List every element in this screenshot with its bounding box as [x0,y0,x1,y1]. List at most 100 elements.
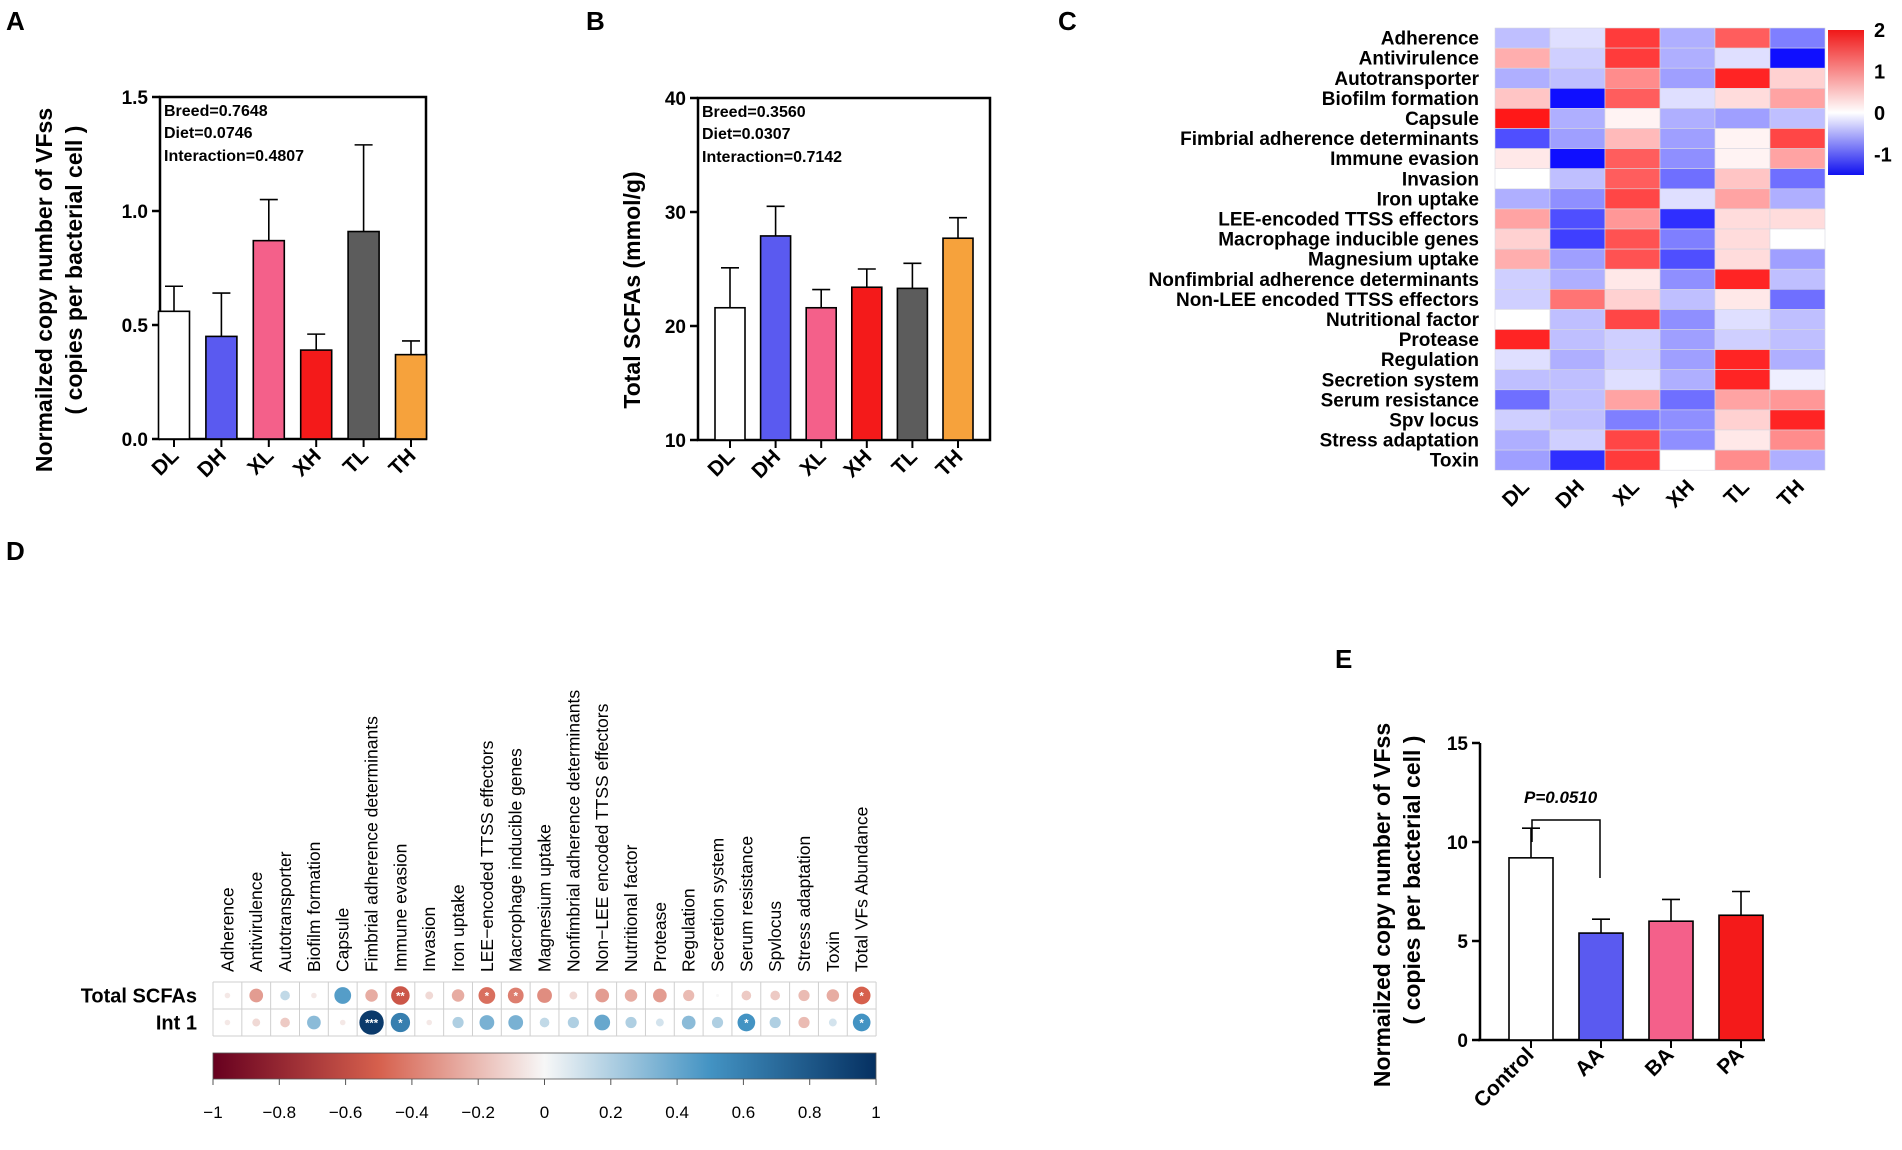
heatmap-cell [1714,67,1771,89]
correlation-circle [479,1015,495,1030]
heatmap-cell [1494,248,1551,270]
colorbar-tick-label: 0 [1874,103,1885,125]
correlation-circle [769,1016,781,1029]
heatmap-cell [1604,228,1661,250]
y-tick-label: 1.5 [122,88,149,109]
heatmap-cell [1769,148,1826,170]
heatmap-row-label: Macrophage inducible genes [1218,230,1479,251]
panel-e-categories: Control AA BA PA [1469,1043,1748,1112]
correlation-circle [537,988,552,1003]
correlation-circle [737,1013,756,1032]
category-label: DL [703,445,739,481]
heatmap-cell [1714,389,1771,411]
panel-b-plot-frame [696,96,992,442]
correlation-column-label: Autotransporter [275,851,295,972]
heatmap-row-label: Biofilm formation [1322,89,1479,110]
colorbar-tick-label: 0.6 [732,1103,756,1122]
panel-a-annotation: Breed=0.7648 [164,103,268,120]
correlation-column-label: Protease [650,902,670,972]
heatmap-cell [1549,369,1606,391]
heatmap-row-label: Toxin [1430,451,1479,472]
heatmap-cell [1494,108,1551,129]
y-tick-label: 40 [665,89,686,110]
heatmap-row-label: Non-LEE encoded TTSS effectors [1176,290,1479,311]
panel-c: C AdherenceAntivirulenceAutotransporterB… [1058,6,1892,513]
heatmap-cell [1549,409,1606,431]
heatmap-cell [1604,148,1661,170]
heatmap-cell [1714,108,1771,129]
correlation-column-label: Total VFs Abundance [852,807,872,972]
significance-stars: ** [396,991,405,1003]
heatmap-column-label: TH [1773,475,1809,511]
heatmap-cell [1714,329,1771,350]
heatmap-cell [1549,148,1606,170]
panel-c-label: C [1058,6,1077,36]
heatmap-cell [1659,228,1716,250]
correlation-circle [508,1015,524,1030]
heatmap-cell [1769,128,1826,149]
heatmap-cell [1769,389,1826,411]
panel-e-bars [1508,827,1764,1048]
heatmap-cell [1549,309,1606,330]
colorbar-tick-label: −0.6 [329,1103,363,1122]
heatmap-cell [1769,309,1826,330]
colorbar-tick-label: -1 [1874,144,1892,166]
heatmap-cell [1659,208,1716,230]
heatmap-cell [1714,449,1771,471]
heatmap-cell [1604,309,1661,330]
bar [1718,914,1764,1041]
panel-d-colorbar-ticks: −1 −0.8 −0.6 −0.4 −0.2 0 0.2 0.4 0.6 0.8 1 [203,1079,881,1122]
panel-a-y-ticks: 0.0 0.5 1.0 1.5 [122,88,160,451]
colorbar-tick-label: 1 [871,1103,880,1122]
heatmap-cell [1494,47,1551,69]
heatmap-row-label: Magnesium uptake [1308,250,1479,271]
bar [850,286,883,441]
correlation-column-label: Fimbrial adherence determinants [362,716,382,972]
heatmap-cell [1549,208,1606,230]
y-tick-label: 10 [665,431,686,452]
heatmap-row-label: Nonfimbrial adherence determinants [1149,270,1479,291]
heatmap-row-label: Regulation [1381,350,1479,371]
panel-b-label: B [586,6,605,36]
panel-e-label: E [1335,644,1352,674]
correlation-circle [798,989,810,1002]
category-label: PA [1713,1043,1749,1079]
heatmap-cell [1494,429,1551,451]
heatmap-cell [1659,248,1716,270]
heatmap-cell [1604,369,1661,391]
heatmap-row-label: Immune evasion [1330,149,1479,170]
heatmap-row-label: Serum resistance [1321,390,1479,411]
colorbar-tick-label: 0.8 [798,1103,822,1122]
heatmap-cell [1769,168,1826,190]
colorbar-tick-label: 1 [1874,61,1885,83]
colorbar-tick-label: 0.2 [599,1103,623,1122]
panel-c-heatmap [1494,27,1826,471]
heatmap-cell [1714,268,1771,290]
heatmap-cell [1769,188,1826,210]
significance-stars: * [485,991,490,1003]
heatmap-cell [1494,449,1551,471]
heatmap-cell [1494,188,1551,210]
heatmap-cell [1549,429,1606,451]
heatmap-cell [1494,389,1551,411]
heatmap-column-label: DH [1551,475,1589,513]
heatmap-cell [1659,148,1716,170]
correlation-column-label: Capsule [333,908,353,972]
panel-b-annotation: Breed=0.3560 [702,104,806,121]
heatmap-cell [1549,449,1606,471]
heatmap-cell [1604,168,1661,190]
heatmap-row-label: Spv locus [1389,410,1479,431]
heatmap-row-label: Secretion system [1322,370,1479,391]
category-label: XH [289,444,326,481]
category-label: TL [888,445,923,480]
category-label: DH [193,444,231,482]
correlation-circle [683,989,695,1002]
correlation-circle [770,990,781,1001]
correlation-column-label: Immune evasion [390,844,410,972]
heatmap-cell [1659,188,1716,210]
heatmap-cell [1549,188,1606,210]
heatmap-cell [1604,88,1661,109]
heatmap-cell [1714,128,1771,149]
heatmap-cell [1494,309,1551,330]
significance-stars: * [744,1018,749,1030]
